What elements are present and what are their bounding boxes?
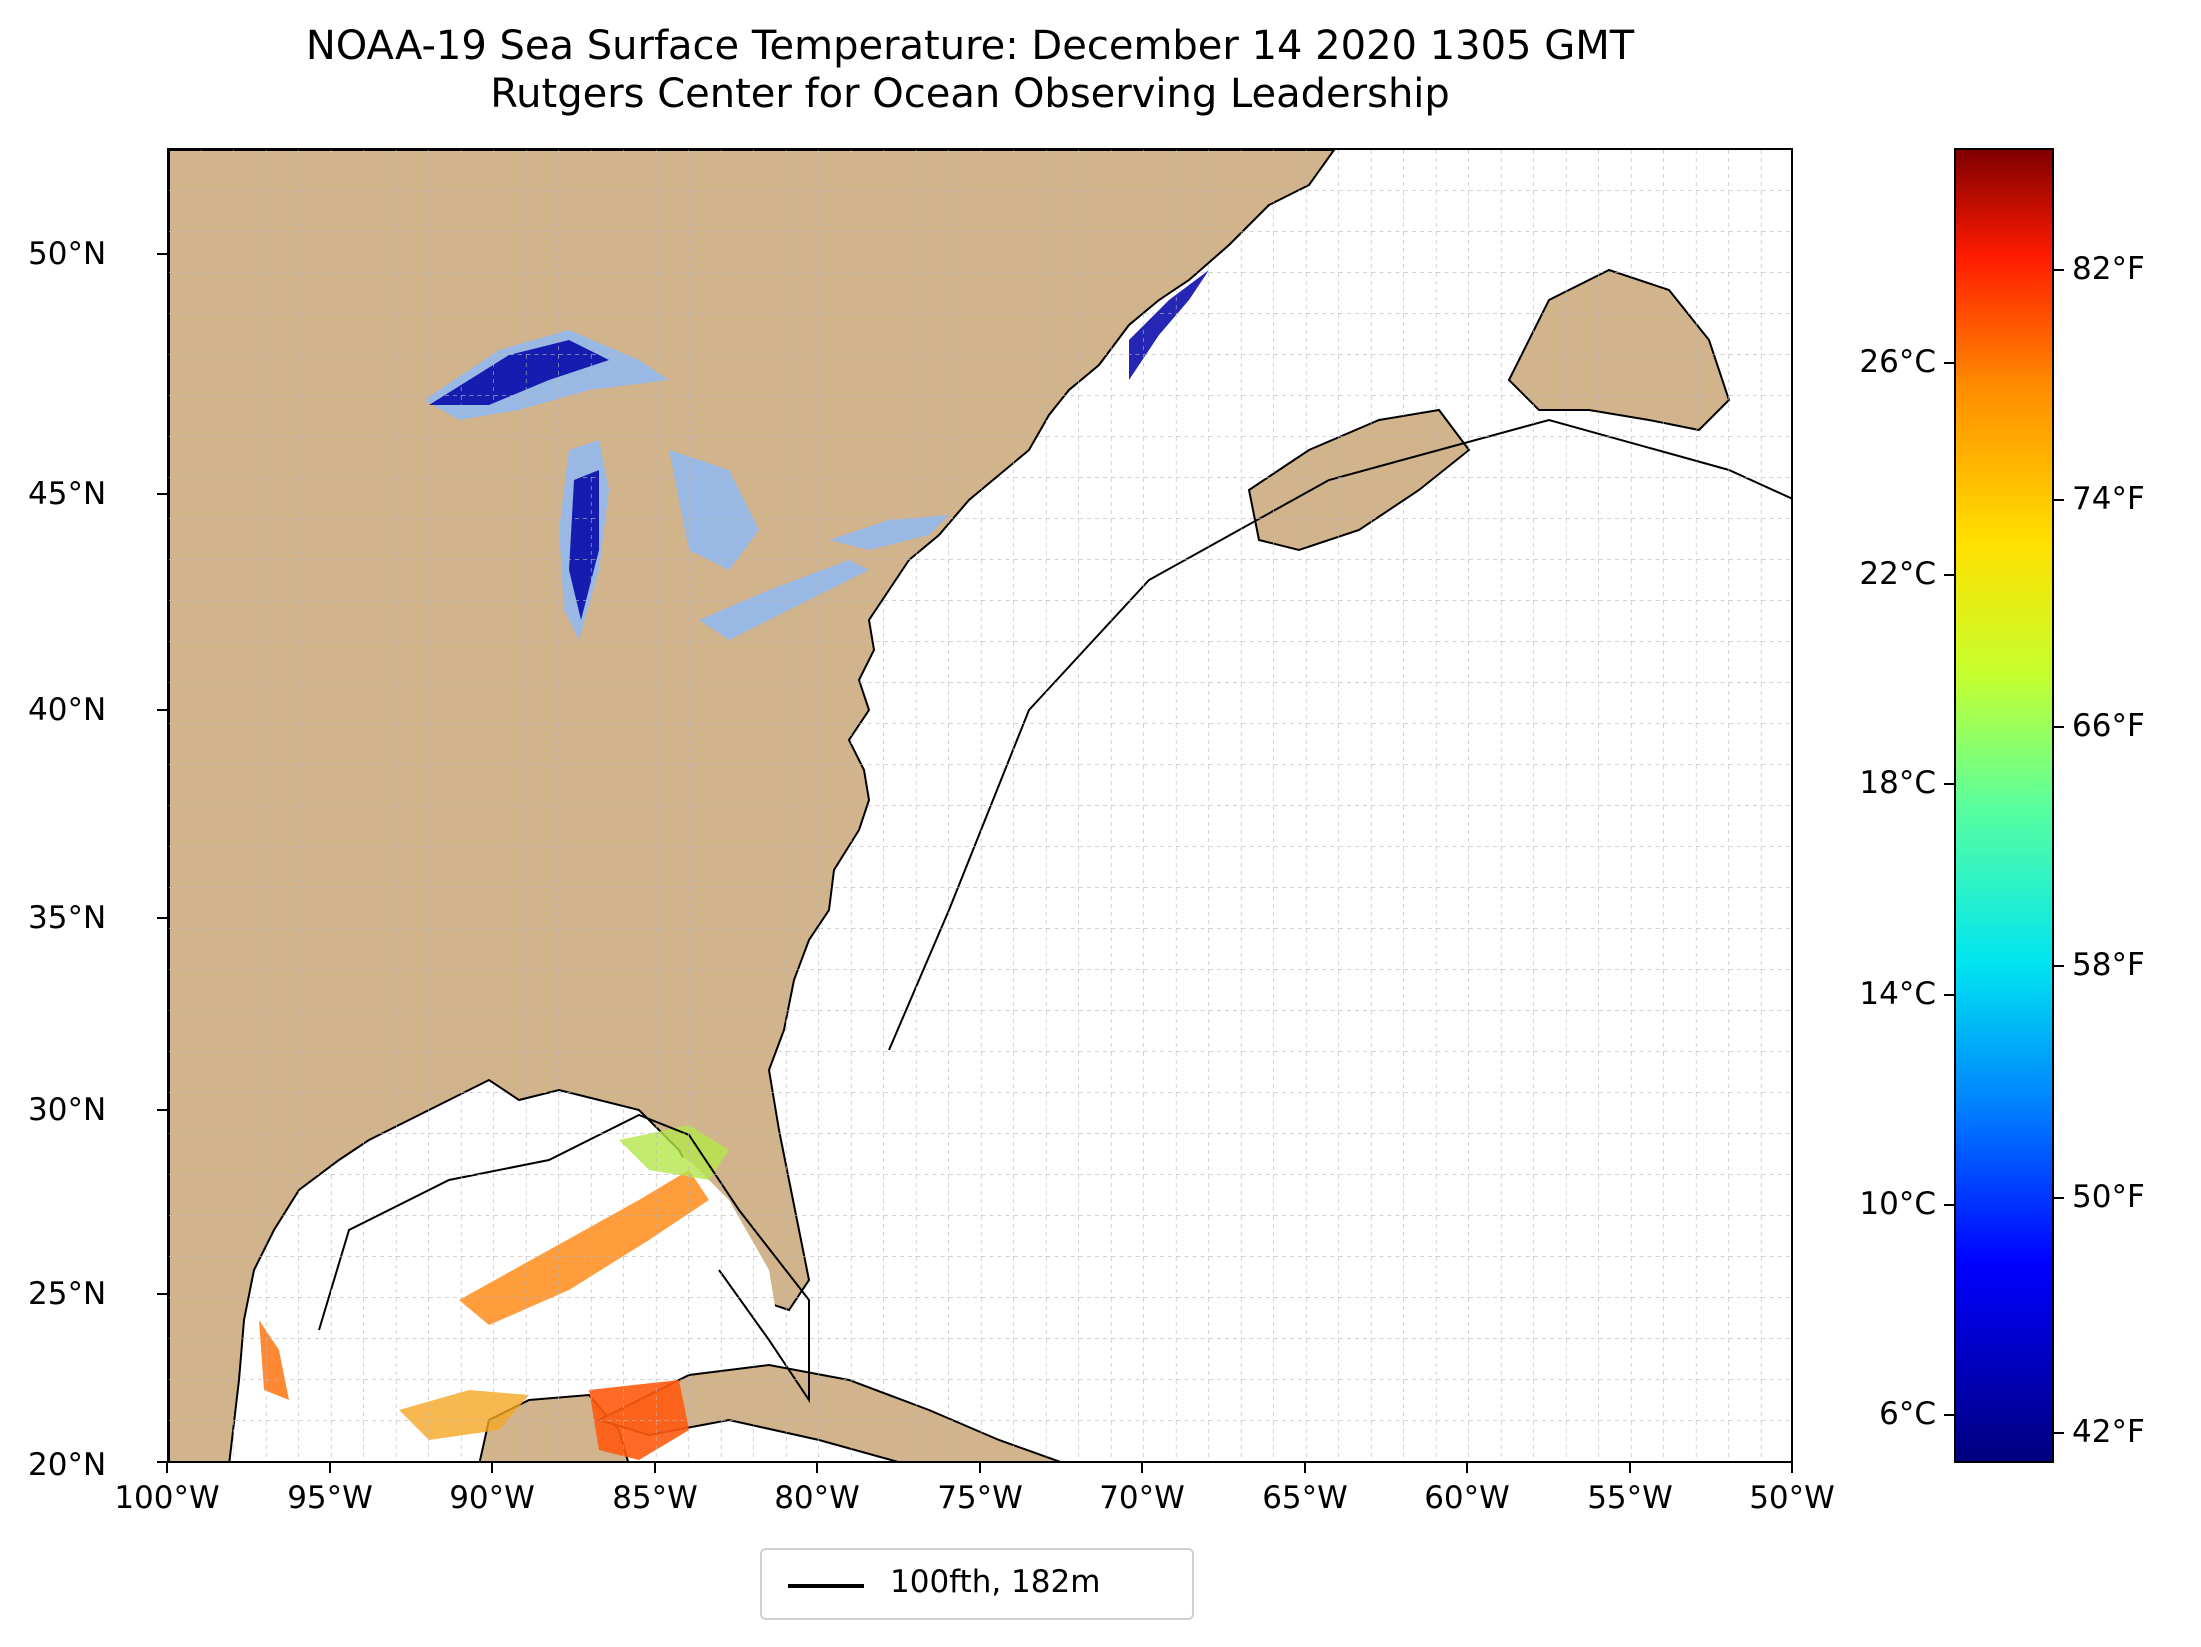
y-tick-label: 40°N — [28, 692, 107, 728]
temperature-colorbar — [1954, 148, 2054, 1463]
x-tick-label: 65°W — [1262, 1480, 1348, 1516]
x-tick-label: 80°W — [774, 1480, 860, 1516]
map-title: NOAA-19 Sea Surface Temperature: Decembe… — [305, 23, 1635, 69]
x-tick-label: 90°W — [449, 1480, 535, 1516]
map-canvas — [169, 150, 1791, 1461]
x-tick-label: 70°W — [1099, 1480, 1185, 1516]
x-tick-mark — [816, 1463, 818, 1473]
colorbar-celsius-tick — [1944, 574, 1954, 576]
colorbar-celsius-label: 18°C — [1859, 765, 1936, 801]
colorbar-fahrenheit-tick — [2054, 965, 2064, 967]
x-tick-mark — [166, 1463, 168, 1473]
x-tick-label: 60°W — [1424, 1480, 1510, 1516]
colorbar-fahrenheit-label: 42°F — [2072, 1414, 2145, 1450]
colorbar-fahrenheit-label: 66°F — [2072, 708, 2145, 744]
y-tick-mark — [157, 917, 167, 919]
y-tick-label: 35°N — [28, 900, 107, 936]
y-tick-mark — [157, 1293, 167, 1295]
x-tick-label: 75°W — [937, 1480, 1023, 1516]
y-tick-mark — [157, 253, 167, 255]
y-tick-label: 45°N — [28, 476, 107, 512]
y-tick-mark — [157, 493, 167, 495]
colorbar-fahrenheit-label: 74°F — [2072, 481, 2145, 517]
y-tick-label: 50°N — [28, 236, 107, 272]
colorbar-celsius-tick — [1944, 1204, 1954, 1206]
y-tick-mark — [157, 709, 167, 711]
colorbar-celsius-tick — [1944, 1414, 1954, 1416]
colorbar-celsius-label: 26°C — [1859, 344, 1936, 380]
legend-contour-swatch — [788, 1584, 864, 1588]
colorbar-fahrenheit-tick — [2054, 1432, 2064, 1434]
y-tick-label: 20°N — [28, 1447, 107, 1483]
map-subtitle: Rutgers Center for Ocean Observing Leade… — [490, 71, 1450, 117]
y-tick-label: 25°N — [28, 1276, 107, 1312]
y-tick-label: 30°N — [28, 1092, 107, 1128]
x-tick-mark — [979, 1463, 981, 1473]
x-tick-mark — [329, 1463, 331, 1473]
colorbar-fahrenheit-tick — [2054, 269, 2064, 271]
map-legend: 100fth, 182m — [760, 1548, 1194, 1620]
colorbar-fahrenheit-label: 82°F — [2072, 251, 2145, 287]
y-tick-mark — [157, 1109, 167, 1111]
colorbar-celsius-label: 22°C — [1859, 556, 1936, 592]
colorbar-fahrenheit-tick — [2054, 499, 2064, 501]
colorbar-fahrenheit-tick — [2054, 1197, 2064, 1199]
x-tick-label: 55°W — [1587, 1480, 1673, 1516]
x-tick-label: 50°W — [1749, 1480, 1835, 1516]
x-tick-mark — [1141, 1463, 1143, 1473]
legend-contour-label: 100fth, 182m — [890, 1564, 1101, 1600]
x-tick-mark — [1304, 1463, 1306, 1473]
colorbar-celsius-tick — [1944, 783, 1954, 785]
x-tick-label: 100°W — [114, 1480, 220, 1516]
colorbar-celsius-tick — [1944, 994, 1954, 996]
x-tick-label: 95°W — [287, 1480, 373, 1516]
colorbar-celsius-label: 14°C — [1859, 976, 1936, 1012]
colorbar-celsius-tick — [1944, 362, 1954, 364]
x-tick-mark — [654, 1463, 656, 1473]
colorbar-celsius-label: 10°C — [1859, 1186, 1936, 1222]
x-tick-mark — [1791, 1463, 1793, 1473]
x-tick-label: 85°W — [612, 1480, 698, 1516]
sst-map — [167, 148, 1793, 1463]
colorbar-fahrenheit-tick — [2054, 726, 2064, 728]
x-tick-mark — [491, 1463, 493, 1473]
colorbar-fahrenheit-label: 50°F — [2072, 1179, 2145, 1215]
colorbar-celsius-label: 6°C — [1879, 1396, 1936, 1432]
y-tick-mark — [157, 1461, 167, 1463]
x-tick-mark — [1466, 1463, 1468, 1473]
colorbar-fahrenheit-label: 58°F — [2072, 947, 2145, 983]
x-tick-mark — [1629, 1463, 1631, 1473]
